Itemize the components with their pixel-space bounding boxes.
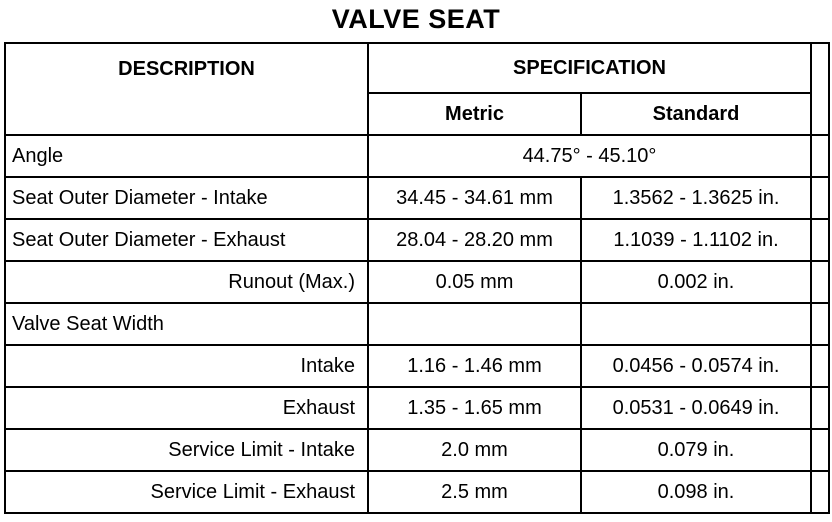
cell-description: Angle: [4, 134, 369, 178]
cell-metric: 0.05 mm: [367, 260, 582, 304]
valve-seat-spec-table: DESCRIPTION SPECIFICATION Metric Standar…: [4, 42, 830, 514]
right-margin-cell: [810, 428, 830, 472]
table-header-row: DESCRIPTION SPECIFICATION: [4, 42, 830, 136]
cell-description: Service Limit - Exhaust: [4, 470, 369, 514]
right-margin-cell: [810, 218, 830, 262]
cell-description: Intake: [4, 344, 369, 388]
cell-metric: 2.0 mm: [367, 428, 582, 472]
cell-metric: 2.5 mm: [367, 470, 582, 514]
table-row: Exhaust 1.35 - 1.65 mm 0.0531 - 0.0649 in.: [4, 386, 830, 430]
cell-description: Seat Outer Diameter - Exhaust: [4, 218, 369, 262]
right-margin-cell: [810, 302, 830, 346]
cell-standard: 0.098 in.: [580, 470, 812, 514]
table-body: Angle 44.75° - 45.10° Seat Outer Diameter …: [4, 134, 830, 514]
table-row: Service Limit - Exhaust 2.5 mm 0.098 in.: [4, 470, 830, 514]
right-margin-cell: [810, 176, 830, 220]
cell-description: Seat Outer Diameter - Intake: [4, 176, 369, 220]
cell-standard: 0.079 in.: [580, 428, 812, 472]
right-margin-cell: [810, 134, 830, 178]
cell-description: Runout (Max.): [4, 260, 369, 304]
column-header-standard: Standard: [580, 92, 812, 136]
cell-metric: 28.04 - 28.20 mm: [367, 218, 582, 262]
column-header-description: DESCRIPTION: [4, 42, 369, 136]
right-margin-cell: [810, 386, 830, 430]
cell-standard: 1.3562 - 1.3625 in.: [580, 176, 812, 220]
page-title: VALVE SEAT: [331, 4, 501, 34]
cell-specification-span: 44.75° - 45.10°: [367, 134, 812, 178]
table-row: Runout (Max.) 0.05 mm 0.002 in.: [4, 260, 830, 304]
table-row: Intake 1.16 - 1.46 mm 0.0456 - 0.0574 in.: [4, 344, 830, 388]
cell-standard: 0.0531 - 0.0649 in.: [580, 386, 812, 430]
table-row: Service Limit - Intake 2.0 mm 0.079 in.: [4, 428, 830, 472]
cell-standard: [580, 302, 812, 346]
table-row: Seat Outer Diameter - Exhaust 28.04 - 28.…: [4, 218, 830, 262]
cell-standard: 0.002 in.: [580, 260, 812, 304]
cell-description: Valve Seat Width: [4, 302, 369, 346]
cell-description: Service Limit - Intake: [4, 428, 369, 472]
table-row: Valve Seat Width: [4, 302, 830, 346]
cell-metric: 1.16 - 1.46 mm: [367, 344, 582, 388]
cell-metric: 34.45 - 34.61 mm: [367, 176, 582, 220]
cell-standard: 1.1039 - 1.1102 in.: [580, 218, 812, 262]
right-margin-cell: [810, 42, 830, 136]
column-header-metric: Metric: [367, 92, 582, 136]
cell-standard: 0.0456 - 0.0574 in.: [580, 344, 812, 388]
right-margin-cell: [810, 344, 830, 388]
cell-description: Exhaust: [4, 386, 369, 430]
cell-metric: [367, 302, 582, 346]
right-margin-cell: [810, 260, 830, 304]
table-row: Seat Outer Diameter - Intake 34.45 - 34.6…: [4, 176, 830, 220]
table-subheader-row: Metric Standard: [5, 92, 829, 136]
right-margin-cell: [810, 470, 830, 514]
column-header-specification: SPECIFICATION: [367, 42, 812, 94]
cell-metric: 1.35 - 1.65 mm: [367, 386, 582, 430]
table-row: Angle 44.75° - 45.10°: [4, 134, 830, 178]
